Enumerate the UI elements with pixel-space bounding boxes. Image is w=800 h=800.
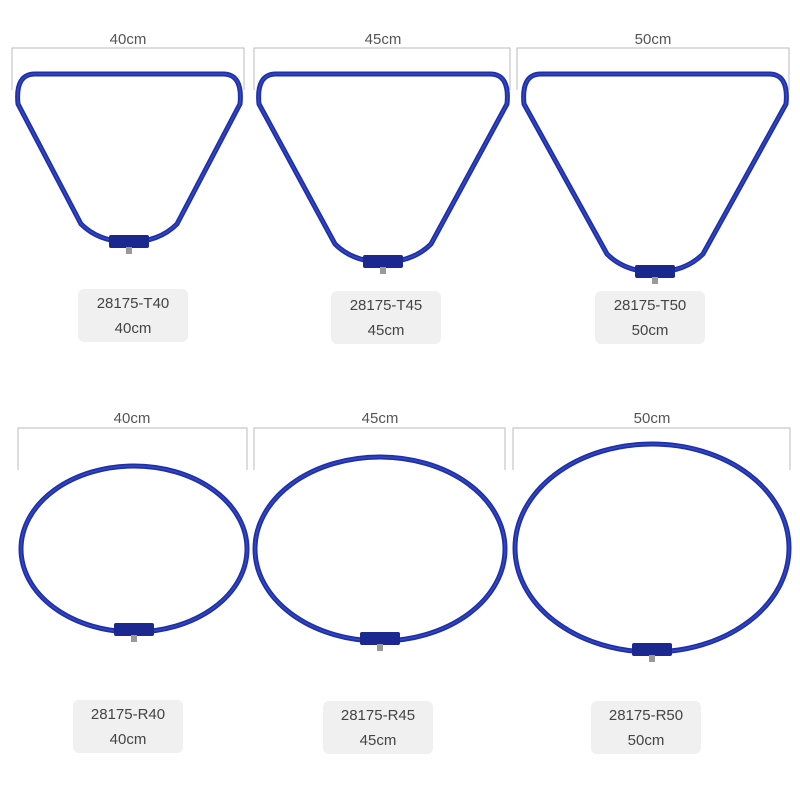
frame-highlight-t50 — [522, 73, 788, 273]
frame-connector-r40 — [114, 623, 154, 636]
connector-screw-t40 — [126, 247, 132, 254]
product-code: 28175-T50 — [613, 297, 687, 314]
dimension-label-t50: 50cm — [634, 31, 672, 48]
dimension-line-t50 — [516, 47, 790, 90]
product-label-r40: 28175-R40 40cm — [73, 700, 183, 753]
dimension-label-r40: 40cm — [113, 410, 151, 427]
triangle-frame-t40 — [15, 71, 243, 245]
product-code: 28175-R45 — [340, 707, 416, 724]
product-code: 28175-R50 — [608, 707, 684, 724]
product-code: 28175-R40 — [90, 706, 166, 723]
frame-connector-t40 — [109, 235, 149, 248]
frame-highlight-t40 — [16, 73, 242, 243]
product-label-r50: 28175-R50 50cm — [591, 701, 701, 754]
dimension-line-r40 — [17, 427, 248, 470]
dimension-line-t40 — [11, 47, 245, 90]
product-size: 40cm — [114, 320, 152, 337]
product-size: 45cm — [367, 322, 405, 339]
frame-connector-r50 — [632, 643, 672, 656]
round-frame-r45 — [252, 454, 508, 644]
product-code: 28175-T40 — [96, 295, 170, 312]
product-size: 50cm — [631, 322, 669, 339]
dimension-line-t45 — [253, 47, 511, 90]
product-label-t40: 28175-T40 40cm — [78, 289, 188, 342]
frame-connector-r45 — [360, 632, 400, 645]
connector-screw-t50 — [652, 277, 658, 284]
dimension-label-r50: 50cm — [633, 410, 671, 427]
round-frame-r50 — [512, 441, 792, 655]
product-size: 50cm — [627, 732, 665, 749]
product-label-t45: 28175-T45 45cm — [331, 291, 441, 344]
triangle-frame-t45 — [256, 71, 510, 265]
connector-screw-r50 — [649, 655, 655, 662]
dimension-label-r45: 45cm — [361, 410, 399, 427]
dimension-label-t45: 45cm — [364, 31, 402, 48]
round-frame-r40 — [18, 463, 250, 635]
connector-screw-r40 — [131, 635, 137, 642]
product-size: 45cm — [359, 732, 397, 749]
frame-connector-t45 — [363, 255, 403, 268]
dimension-label-t40: 40cm — [109, 31, 147, 48]
product-label-r45: 28175-R45 45cm — [323, 701, 433, 754]
frame-connector-t50 — [635, 265, 675, 278]
product-code: 28175-T45 — [349, 297, 423, 314]
connector-screw-r45 — [377, 644, 383, 651]
product-label-t50: 28175-T50 50cm — [595, 291, 705, 344]
dimension-line-r50 — [512, 427, 791, 470]
product-size: 40cm — [109, 731, 147, 748]
dimension-line-r45 — [253, 427, 506, 470]
connector-screw-t45 — [380, 267, 386, 274]
